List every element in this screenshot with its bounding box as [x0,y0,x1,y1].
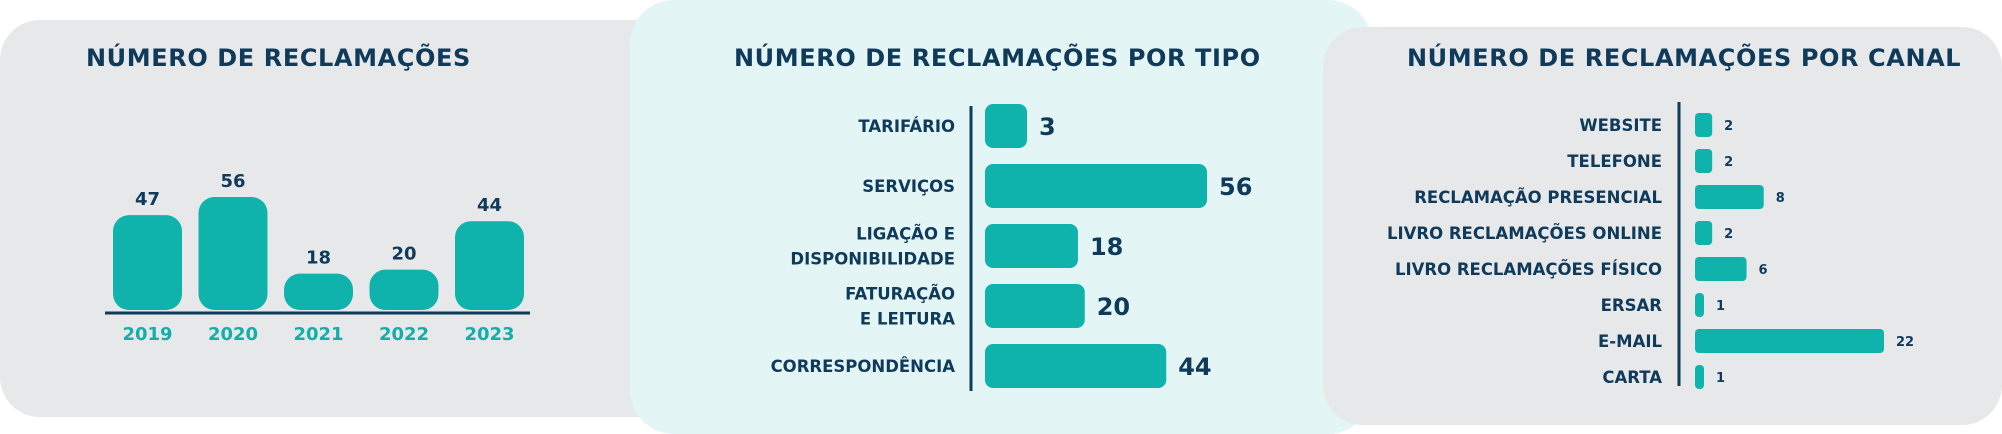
channel-value-label: 1 [1716,371,1725,386]
type-value-label: 44 [1178,353,1211,381]
year-bar-2020 [198,197,268,310]
year-tick-label: 2022 [379,324,429,345]
type-bar [985,164,1207,208]
year-value-label: 56 [220,171,245,192]
type-category-label: LIGAÇÃO E [856,225,955,244]
year-bar-2023 [455,221,524,310]
channel-bar [1695,113,1713,137]
channel-value-label: 22 [1896,335,1914,350]
year-value-label: 44 [477,195,502,216]
type-bar [985,284,1085,328]
year-tick-label: 2021 [293,324,343,345]
type-value-label: 18 [1090,233,1123,261]
type-value-label: 20 [1097,293,1130,321]
type-value-label: 56 [1219,173,1252,201]
channel-category-label: LIVRO RECLAMAÇÕES ONLINE [1387,224,1662,243]
type-category-label: DISPONIBILIDADE [790,250,955,269]
year-bar-2022 [369,269,439,310]
channel-category-label: E-MAIL [1598,332,1662,351]
channel-bar [1695,365,1704,389]
year-tick-label: 2020 [208,324,258,345]
complaints-by-type-title: NÚMERO DE RECLAMAÇÕES POR TIPO [734,44,1261,72]
type-category-label: CORRESPONDÊNCIA [771,357,956,376]
channel-bar [1695,149,1713,173]
channel-value-label: 2 [1724,155,1733,170]
channel-bar [1695,329,1884,353]
type-bar [985,344,1167,388]
type-category-label: FATURAÇÃO [845,285,955,304]
complaints-by-channel-title: NÚMERO DE RECLAMAÇÕES POR CANAL [1407,44,1962,72]
channel-value-label: 8 [1776,191,1785,206]
channel-category-label: RECLAMAÇÃO PRESENCIAL [1414,188,1662,207]
year-value-label: 18 [306,248,331,269]
channel-value-label: 6 [1759,263,1768,278]
channel-category-label: LIVRO RECLAMAÇÕES FÍSICO [1395,260,1662,279]
channel-category-label: CARTA [1602,368,1662,387]
channel-category-label: TELEFONE [1567,152,1662,171]
type-category-label: E LEITURA [860,310,955,329]
channel-category-label: WEBSITE [1579,116,1662,135]
channel-value-label: 2 [1724,119,1733,134]
channel-category-label: ERSAR [1601,296,1663,315]
complaints-by-year-title: NÚMERO DE RECLAMAÇÕES [86,44,471,72]
channel-bar [1695,185,1764,209]
complaints-by-channel-panel [1323,27,2002,425]
channel-value-label: 1 [1716,299,1725,314]
year-value-label: 47 [135,189,160,210]
year-tick-label: 2019 [122,324,172,345]
complaints-by-year-panel [0,20,678,417]
channel-bar [1695,293,1704,317]
channel-value-label: 2 [1724,227,1733,242]
channel-bar [1695,257,1747,281]
type-category-label: TARIFÁRIO [858,117,955,136]
type-bar [985,104,1027,148]
year-tick-label: 2023 [464,324,514,345]
type-category-label: SERVIÇOS [862,177,955,196]
channel-bar [1695,221,1713,245]
year-value-label: 20 [391,244,416,265]
type-value-label: 3 [1039,113,1056,141]
year-bar-2021 [284,273,353,310]
type-bar [985,224,1078,268]
year-bar-2019 [113,215,182,310]
